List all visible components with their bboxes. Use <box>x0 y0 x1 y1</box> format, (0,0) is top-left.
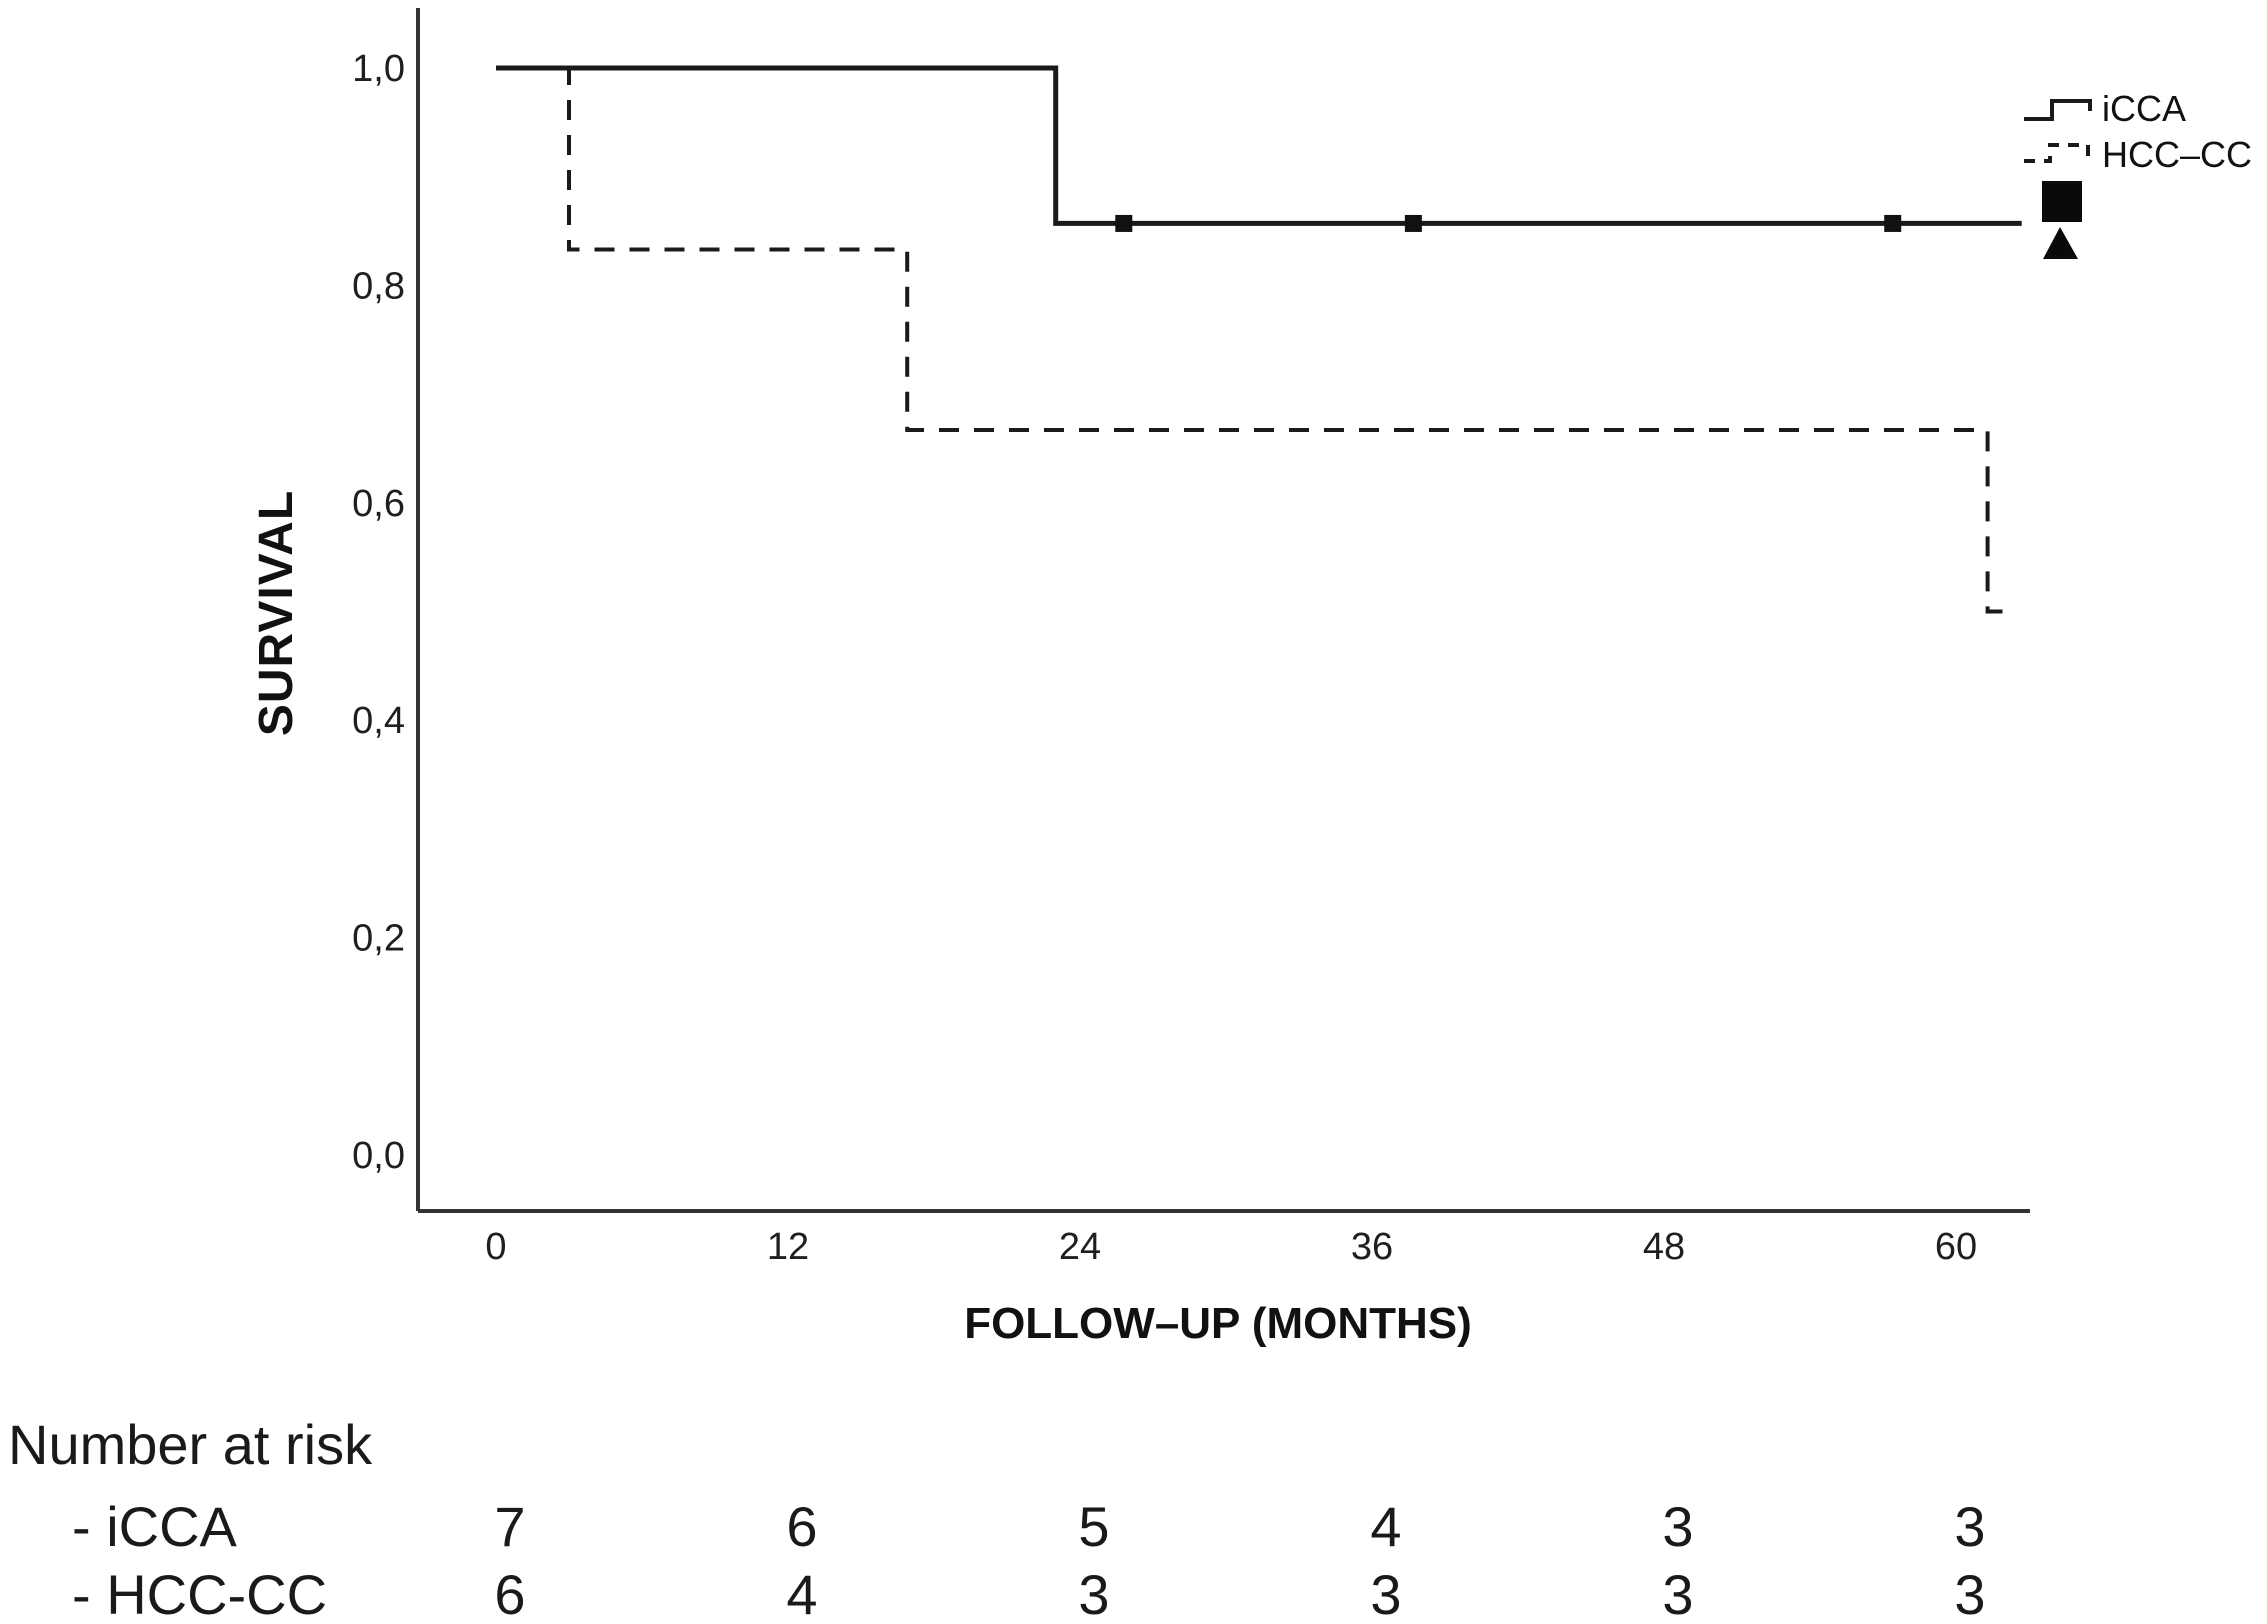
risk-value-icca-m0: 7 <box>494 1495 525 1558</box>
x-tick-label-36: 36 <box>1351 1226 1393 1268</box>
risk-value-hcccc-m60: 3 <box>1954 1563 1985 1624</box>
legend-dashed-step-line-icon <box>2024 143 2090 163</box>
x-tick-label-12: 12 <box>767 1226 809 1268</box>
y-axis-title: SURVIVAL <box>250 490 303 736</box>
curve-icca <box>496 65 2022 226</box>
censor-mark-icca <box>1115 214 1133 232</box>
risk-value-icca-m60: 3 <box>1954 1495 1985 1558</box>
legend-censor-triangle-icon <box>2043 227 2078 259</box>
risk-value-hcccc-m24: 3 <box>1078 1563 1109 1624</box>
curve-hcc-cc <box>496 66 2015 614</box>
risk-value-hcccc-m12: 4 <box>786 1563 817 1624</box>
legend-label-hcc-cc: HCC–CC <box>2102 134 2252 175</box>
x-axis-tick-labels: 0 12 24 36 48 60 <box>485 1226 1977 1268</box>
risk-row-label-icca: - iCCA <box>72 1495 238 1558</box>
risk-value-hcccc-m48: 3 <box>1662 1563 1693 1624</box>
risk-value-hcccc-m36: 3 <box>1370 1563 1401 1624</box>
risk-value-icca-m24: 5 <box>1078 1495 1109 1558</box>
x-tick-label-0: 0 <box>485 1226 506 1268</box>
x-tick-label-24: 24 <box>1059 1226 1101 1268</box>
y-tick-label-0,6: 0,6 <box>352 483 405 525</box>
number-at-risk-values: 7 6 5 4 3 36 4 3 3 3 3 <box>494 1495 1985 1624</box>
risk-value-icca-m36: 4 <box>1370 1495 1401 1558</box>
legend-censor-square-icon <box>2042 181 2082 222</box>
x-axis-title: FOLLOW–UP (MONTHS) <box>964 1299 1472 1348</box>
y-tick-label-0,4: 0,4 <box>352 700 405 742</box>
legend-solid-step-line-icon <box>2024 99 2092 121</box>
legend: iCCA HCC–CC <box>2024 88 2252 259</box>
y-axis-tick-labels: 1,0 0,8 0,6 0,4 0,2 0,0 <box>352 48 405 1177</box>
survival-curves <box>496 65 2022 614</box>
risk-value-icca-m48: 3 <box>1662 1495 1693 1558</box>
censor-marks <box>1115 214 1902 232</box>
x-tick-label-60: 60 <box>1935 1226 1977 1268</box>
x-tick-label-48: 48 <box>1643 1226 1685 1268</box>
risk-value-icca-m12: 6 <box>786 1495 817 1558</box>
legend-label-icca: iCCA <box>2102 88 2186 129</box>
censor-mark-icca <box>1404 214 1422 232</box>
y-tick-label-1,0: 1,0 <box>352 48 405 90</box>
risk-row-label-hcc-cc: - HCC-CC <box>72 1563 327 1624</box>
y-tick-label-0,8: 0,8 <box>352 265 405 307</box>
y-tick-label-0,2: 0,2 <box>352 918 405 960</box>
censor-mark-icca <box>1884 214 1902 232</box>
y-tick-label-0,0: 0,0 <box>352 1135 405 1177</box>
number-at-risk-heading: Number at risk <box>8 1413 373 1476</box>
risk-value-hcccc-m0: 6 <box>494 1563 525 1624</box>
